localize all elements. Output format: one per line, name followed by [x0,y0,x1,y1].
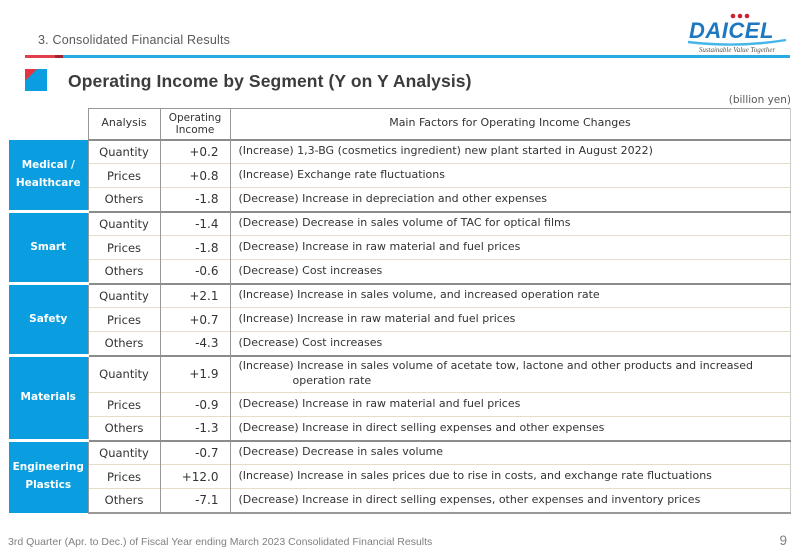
table-row: Prices +0.8 (Increase) Exchange rate flu… [9,163,791,188]
factor-cell: (Decrease) Decrease in sales volume of T… [230,210,791,236]
value-cell: +1.9 [160,354,231,393]
value-cell: +0.2 [160,138,231,164]
unit-label: (billion yen) [728,94,791,106]
footer-text: 3rd Quarter (Apr. to Dec.) of Fiscal Yea… [8,536,433,548]
table-header-row: Analysis Operating Income Main Factors f… [9,108,791,140]
factor-text: (Decrease) Increase in direct selling ex… [238,420,605,434]
breadcrumb: 3. Consolidated Financial Results [38,33,231,47]
factor-cell: (Decrease) Decrease in sales volume [230,439,791,465]
factor-text: (Decrease) Increase in depreciation and … [238,191,547,205]
factor-cell: (Decrease) Cost increases [230,331,791,356]
value-cell: -1.8 [160,187,231,212]
factor-text: (Decrease) Increase in direct selling ex… [238,492,701,506]
logo-dots [730,13,750,19]
factor-text: (Increase) Increase in raw material and … [238,312,516,326]
logo-wordmark: DAICEL [689,18,774,43]
factor-cell: (Decrease) Cost increases [230,259,791,284]
header-underline [25,55,790,58]
factor-cell: (Decrease) Increase in raw material and … [230,235,791,260]
factor-text: (Decrease) Cost increases [238,263,383,277]
factor-text: (Decrease) Decrease in sales volume of T… [238,216,571,230]
table-row: Smart Quantity -1.4 (Decrease) Decrease … [9,210,791,285]
factor-text: (Increase) Increase in sales volume, and… [238,288,600,302]
factor-cell: (Decrease) Increase in raw material and … [230,392,791,417]
segment-label-engineering-plastics: Engineering Plastics [9,440,88,513]
analysis-cell: Quantity [87,439,161,465]
table-row: Prices -1.8 (Decrease) Increase in raw m… [9,235,791,260]
value-cell: +0.8 [160,163,231,188]
value-cell: -1.8 [160,235,231,260]
header-corner-cell [9,108,88,140]
segment-label-medical-healthcare: Medical / Healthcare [9,139,88,213]
daicel-logo-graphic: DAICEL Sustainable Value Together [687,13,787,54]
factor-cell: (Increase) Increase in sales volume of a… [230,354,791,393]
analysis-cell: Quantity [87,354,161,393]
table-row: Others -7.1 (Decrease) Increase in direc… [9,488,791,514]
table-row: Others -4.3 (Decrease) Cost increases [9,331,791,356]
analysis-cell: Others [87,488,161,514]
value-cell: -0.9 [160,392,231,417]
analysis-cell: Others [87,331,161,356]
factor-text: (Decrease) Increase in raw material and … [238,397,521,411]
table-row: Others -0.6 (Decrease) Cost increases [9,259,791,284]
table-row: Prices +0.7 (Increase) Increase in raw m… [9,307,791,332]
header-analysis: Analysis [87,108,161,140]
analysis-cell: Quantity [87,138,161,164]
factor-cell: (Increase) Increase in sales prices due … [230,464,791,489]
value-cell: +2.1 [160,282,231,308]
value-cell: -4.3 [160,331,231,356]
factor-cell: (Increase) Increase in sales volume, and… [230,282,791,308]
logo-swoosh [687,38,787,46]
table-row: Others -1.8 (Decrease) Increase in depre… [9,187,791,212]
table-row: Medical / Healthcare Quantity +0.2 (Incr… [9,138,791,213]
table-row: Safety Quantity +2.1 (Increase) Increase… [9,282,791,357]
value-cell: -0.6 [160,259,231,284]
segment-label-safety: Safety [9,283,88,357]
factor-text: (Decrease) Cost increases [238,335,383,349]
header-operating-income: Operating Income [159,108,231,140]
value-cell: +0.7 [160,307,231,332]
analysis-cell: Prices [87,235,161,260]
factor-cell: (Increase) 1,3-BG (cosmetics ingredient)… [230,138,791,164]
analysis-cell: Others [87,416,161,441]
daicel-logo: DAICEL Sustainable Value Together [685,10,789,56]
header-main-factors: Main Factors for Operating Income Change… [229,108,791,140]
factor-text: (Increase) Increase in sales volume of a… [238,359,753,388]
logo-tagline: Sustainable Value Together [699,46,776,54]
title-accent-icon [25,69,47,91]
value-cell: +12.0 [160,464,231,489]
analysis-cell: Quantity [87,210,161,236]
value-cell: -1.4 [160,210,231,236]
analysis-cell: Quantity [87,282,161,308]
table-row: Materials Quantity +1.9 (Increase) Incre… [9,354,791,442]
analysis-cell: Prices [87,163,161,188]
analysis-cell: Prices [87,464,161,489]
segment-label-materials: Materials [9,355,88,442]
value-cell: -1.3 [160,416,231,441]
analysis-cell: Prices [87,307,161,332]
factor-text: (Increase) 1,3-BG (cosmetics ingredient)… [238,144,653,158]
factor-text: (Increase) Exchange rate fluctuations [238,168,446,182]
factor-cell: (Decrease) Increase in direct selling ex… [230,416,791,441]
factor-text: (Decrease) Decrease in sales volume [238,445,444,459]
page-number: 9 [779,533,787,548]
analysis-cell: Others [87,187,161,212]
factor-cell: (Decrease) Increase in direct selling ex… [230,488,791,514]
factor-cell: (Increase) Exchange rate fluctuations [230,163,791,188]
analysis-cell: Others [87,259,161,284]
factor-cell: (Increase) Increase in raw material and … [230,307,791,332]
factor-cell: (Decrease) Increase in depreciation and … [230,187,791,212]
factor-text: (Increase) Increase in sales prices due … [238,469,712,483]
analysis-cell: Prices [87,392,161,417]
table-row: Engineering Plastics Quantity -0.7 (Decr… [9,439,791,513]
table-row: Others -1.3 (Decrease) Increase in direc… [9,416,791,441]
page-title: Operating Income by Segment (Y on Y Anal… [68,71,472,91]
table-row: Prices -0.9 (Decrease) Increase in raw m… [9,392,791,417]
segment-label-smart: Smart [9,211,88,285]
table-row: Prices +12.0 (Increase) Increase in sale… [9,464,791,489]
value-cell: -0.7 [160,439,231,465]
factor-text: (Decrease) Increase in raw material and … [238,240,521,254]
segment-analysis-table: Analysis Operating Income Main Factors f… [9,108,791,514]
value-cell: -7.1 [160,488,231,514]
